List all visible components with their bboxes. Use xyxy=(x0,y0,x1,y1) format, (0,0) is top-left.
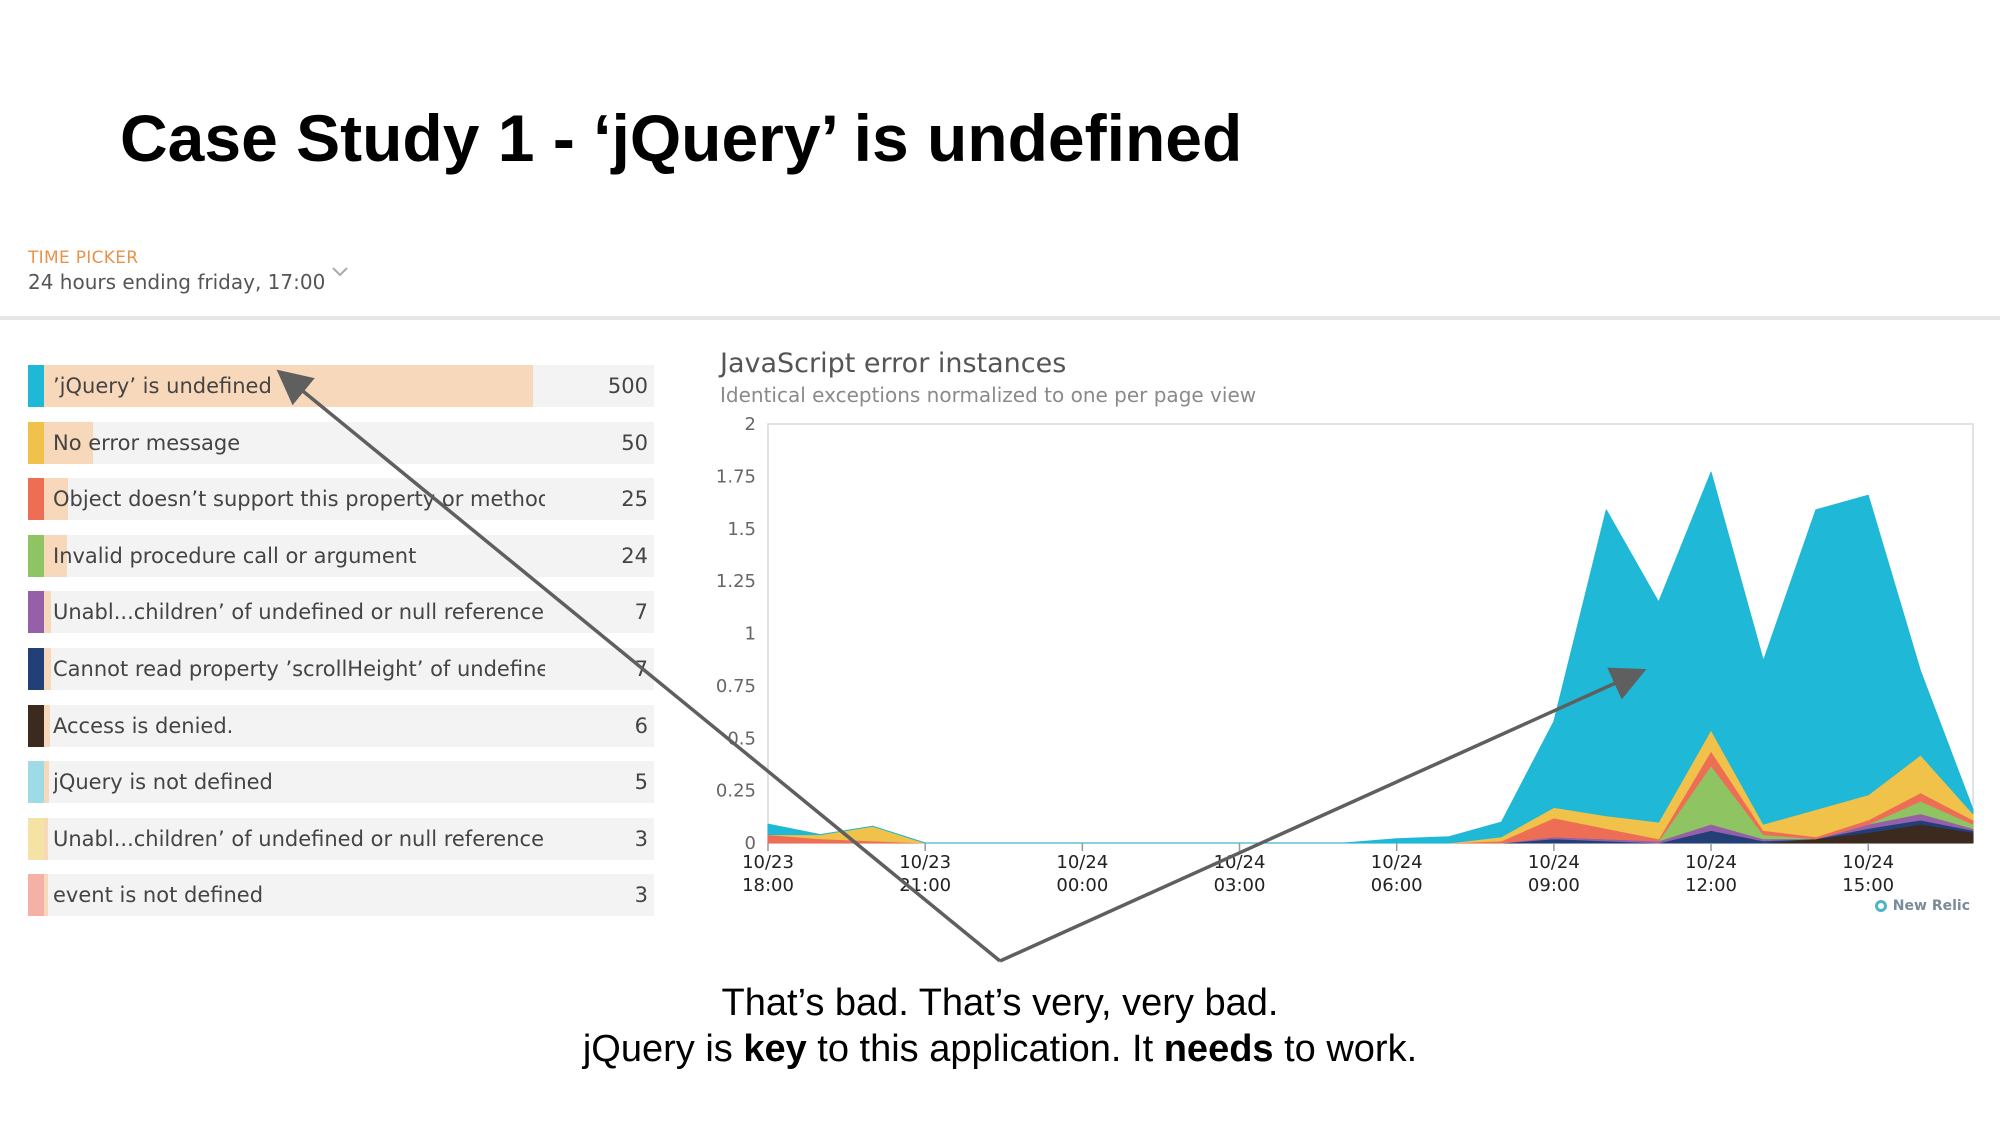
x-tick-time: 12:00 xyxy=(1685,875,1737,896)
error-color-swatch xyxy=(28,478,44,521)
y-tick-label: 2 xyxy=(745,414,756,435)
x-tick-date: 10/24 xyxy=(1842,852,1894,873)
error-color-swatch xyxy=(28,817,44,860)
error-color-swatch xyxy=(28,704,44,747)
error-count-bar xyxy=(44,478,69,521)
error-count-bar xyxy=(44,817,48,860)
new-relic-logo: New Relic xyxy=(1874,898,1970,914)
time-picker-label: TIME PICKER xyxy=(28,248,139,268)
error-color-swatch xyxy=(28,648,44,690)
new-relic-label: New Relic xyxy=(1892,898,1970,914)
error-label: ’jQuery’ is undefined xyxy=(53,374,272,398)
y-tick-label: 1.5 xyxy=(727,519,756,540)
x-tick-date: 10/24 xyxy=(1214,852,1266,873)
x-tick-date: 10/24 xyxy=(1056,852,1108,873)
error-count-bar xyxy=(44,534,68,577)
error-color-swatch xyxy=(28,421,44,464)
y-tick-label: 0.5 xyxy=(727,728,756,749)
caption-text-3: to work. xyxy=(1273,1028,1418,1070)
y-tick-label: 1.75 xyxy=(716,466,756,487)
y-tick-label: 0 xyxy=(745,833,756,854)
chevron-down-icon[interactable] xyxy=(330,262,350,282)
error-label: event is not defined xyxy=(53,883,264,908)
x-tick-time: 00:00 xyxy=(1056,875,1108,896)
error-label: Access is denied. xyxy=(53,713,234,738)
y-tick-label: 0.75 xyxy=(716,676,756,697)
caption-bold-key: key xyxy=(743,1028,807,1070)
x-tick-time: 09:00 xyxy=(1528,875,1580,896)
caption-line-1: That’s bad. That’s very, very bad. xyxy=(721,982,1279,1024)
caption-line-2: jQuery is key to this application. It ne… xyxy=(0,1028,2000,1071)
x-tick-time: 03:00 xyxy=(1214,875,1266,896)
error-label: No error message xyxy=(53,430,241,455)
error-count-bar xyxy=(44,648,51,690)
error-label: jQuery is not defined xyxy=(53,770,273,795)
error-count-bar xyxy=(44,874,48,917)
error-count-bar xyxy=(44,421,93,464)
error-color-swatch xyxy=(28,365,44,407)
caption-text-1: jQuery is xyxy=(582,1028,744,1070)
x-tick-date: 10/24 xyxy=(1685,852,1737,873)
slide-title: Case Study 1 - ‘jQuery’ is undefined xyxy=(120,101,1243,175)
error-color-swatch xyxy=(28,591,44,634)
x-tick-date: 10/24 xyxy=(1528,852,1580,873)
x-tick-time: 18:00 xyxy=(742,875,794,896)
x-tick-time: 15:00 xyxy=(1842,875,1894,896)
new-relic-ring-icon xyxy=(1874,900,1887,912)
error-color-swatch xyxy=(28,534,44,577)
x-tick-time: 06:00 xyxy=(1371,875,1423,896)
error-count-bar xyxy=(44,591,51,634)
error-count-bar xyxy=(44,704,50,747)
error-color-swatch xyxy=(28,761,44,804)
y-tick-label: 1 xyxy=(745,624,756,645)
caption-bold-needs: needs xyxy=(1163,1028,1274,1070)
time-picker-value[interactable]: 24 hours ending friday, 17:00 xyxy=(28,270,326,294)
caption-text-2: to this application. It xyxy=(806,1028,1164,1070)
x-tick-date: 10/23 xyxy=(899,852,951,873)
x-tick-date: 10/23 xyxy=(742,852,794,873)
x-tick-time: 21:00 xyxy=(899,875,951,896)
error-count-bar xyxy=(44,761,49,804)
y-tick-label: 1.25 xyxy=(716,571,756,592)
y-tick-label: 0.25 xyxy=(716,781,756,802)
error-color-swatch xyxy=(28,874,44,917)
x-tick-date: 10/24 xyxy=(1371,852,1423,873)
header-divider xyxy=(0,316,2000,320)
